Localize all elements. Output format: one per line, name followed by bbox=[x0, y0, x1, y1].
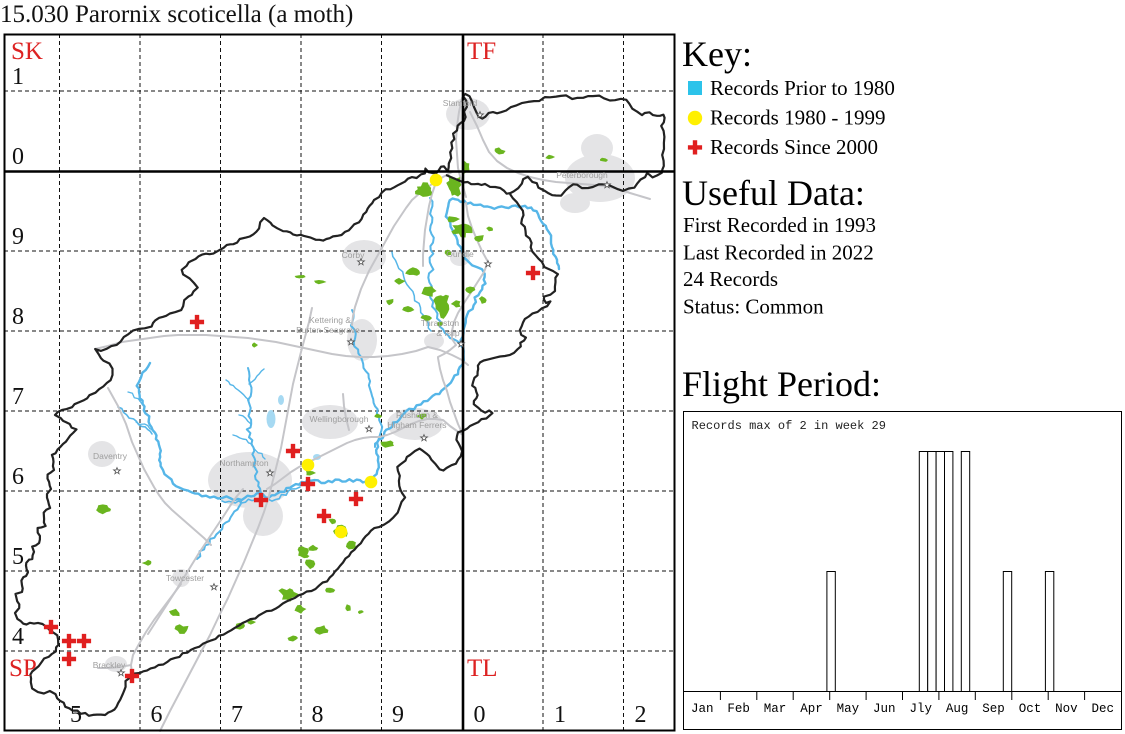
svg-text:Mar: Mar bbox=[764, 702, 787, 716]
svg-text:9: 9 bbox=[12, 224, 24, 250]
svg-text:6: 6 bbox=[151, 702, 163, 728]
svg-text:24 Records: 24 Records bbox=[683, 267, 778, 291]
svg-text:Dec: Dec bbox=[1092, 702, 1115, 716]
svg-text:Status: Common: Status: Common bbox=[683, 295, 824, 319]
svg-text:7: 7 bbox=[12, 384, 24, 410]
svg-text:Records 1980 - 1999: Records 1980 - 1999 bbox=[710, 106, 886, 130]
svg-text:7: 7 bbox=[231, 702, 243, 728]
svg-text:Brackley: Brackley bbox=[93, 660, 126, 670]
svg-text:0: 0 bbox=[474, 702, 486, 728]
svg-text:8: 8 bbox=[12, 304, 24, 330]
svg-text:6: 6 bbox=[12, 464, 24, 490]
svg-text:Records max of 2 in week 29: Records max of 2 in week 29 bbox=[692, 419, 886, 433]
svg-text:Oct: Oct bbox=[1019, 702, 1042, 716]
svg-text:Useful Data:: Useful Data: bbox=[682, 173, 865, 213]
svg-text:2: 2 bbox=[635, 702, 647, 728]
svg-text:Aug: Aug bbox=[946, 702, 969, 716]
svg-text:Corby: Corby bbox=[342, 250, 365, 260]
svg-text:15.030 Parornix scoticella (a: 15.030 Parornix scoticella (a moth) bbox=[0, 1, 353, 28]
svg-text:TF: TF bbox=[467, 38, 496, 65]
svg-text:Daventry: Daventry bbox=[93, 451, 128, 461]
svg-text:Peterborough: Peterborough bbox=[556, 170, 608, 180]
svg-text:1: 1 bbox=[12, 64, 24, 90]
svg-text:Kettering &: Kettering & bbox=[309, 315, 351, 325]
svg-text:Apr: Apr bbox=[800, 702, 823, 716]
svg-text:1: 1 bbox=[554, 702, 566, 728]
svg-text:Nov: Nov bbox=[1055, 702, 1078, 716]
svg-text:Jly: Jly bbox=[909, 702, 932, 716]
svg-text:Feb: Feb bbox=[727, 702, 750, 716]
svg-text:Records Prior to 1980: Records Prior to 1980 bbox=[710, 76, 895, 100]
svg-text:SK: SK bbox=[11, 38, 43, 65]
svg-text:Higham Ferrers: Higham Ferrers bbox=[387, 420, 446, 430]
svg-text:Burton Seagrave: Burton Seagrave bbox=[296, 325, 360, 335]
svg-text:Last Recorded in 2022: Last Recorded in 2022 bbox=[683, 241, 874, 265]
svg-text:Rushden &: Rushden & bbox=[396, 410, 438, 420]
svg-text:9: 9 bbox=[392, 702, 404, 728]
svg-text:Stamford: Stamford bbox=[443, 98, 478, 108]
svg-text:Thrapston: Thrapston bbox=[421, 318, 460, 328]
svg-text:Wellingborough: Wellingborough bbox=[310, 414, 369, 424]
svg-text:4: 4 bbox=[12, 624, 24, 650]
svg-text:Jan: Jan bbox=[691, 702, 714, 716]
svg-text:8: 8 bbox=[312, 702, 324, 728]
svg-text:5: 5 bbox=[70, 702, 82, 728]
svg-text:0: 0 bbox=[12, 144, 24, 170]
svg-text:Jun: Jun bbox=[873, 702, 896, 716]
svg-text:May: May bbox=[837, 702, 860, 716]
svg-text:First Recorded in 1993: First Recorded in 1993 bbox=[683, 213, 876, 237]
svg-text:5: 5 bbox=[12, 544, 24, 570]
svg-text:TL: TL bbox=[467, 655, 498, 682]
svg-text:Towcester: Towcester bbox=[166, 573, 204, 583]
svg-text:SP: SP bbox=[9, 655, 37, 682]
svg-text:Flight Period:: Flight Period: bbox=[682, 364, 881, 404]
svg-text:Northampton: Northampton bbox=[219, 458, 268, 468]
svg-text:Records Since 2000: Records Since 2000 bbox=[710, 135, 878, 159]
svg-text:& Islip: & Islip bbox=[436, 328, 459, 338]
svg-text:Oundle: Oundle bbox=[446, 249, 474, 259]
svg-text:Key:: Key: bbox=[682, 34, 752, 74]
svg-text:Sep: Sep bbox=[982, 702, 1005, 716]
